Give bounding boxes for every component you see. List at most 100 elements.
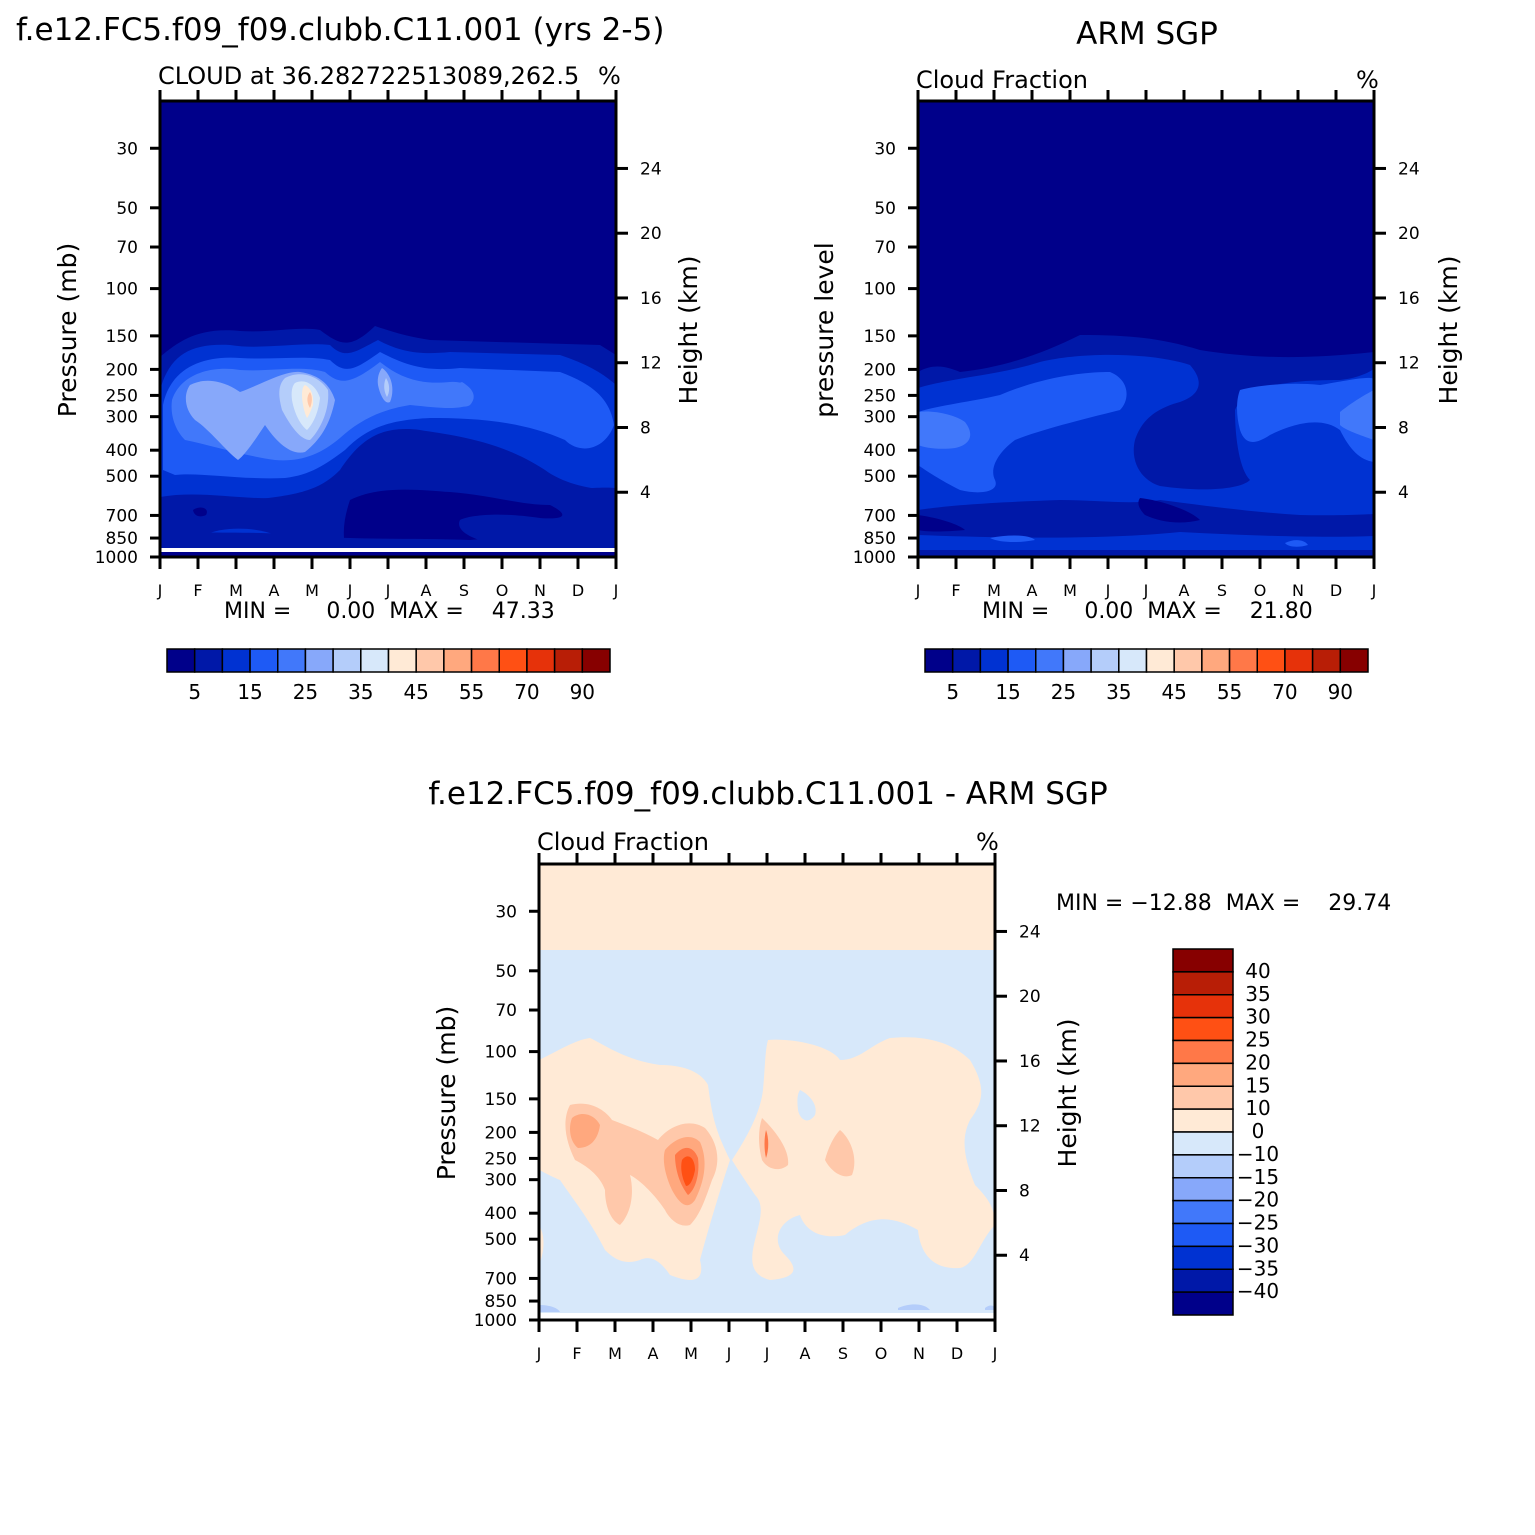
colorbar-swatch	[1284, 648, 1314, 673]
colorbar-swatch	[1201, 648, 1231, 673]
colorbar-label: 40	[1245, 959, 1270, 983]
model-height-axis: 24 20 16 12 8 4	[616, 159, 662, 503]
height-tick-label: 16	[640, 289, 662, 309]
month-tick-label: N	[913, 1344, 925, 1363]
colorbar-swatch	[1172, 1177, 1234, 1202]
colorbar-swatch	[979, 648, 1009, 673]
pressure-tick-label: 250	[485, 1149, 517, 1169]
month-tick-label: M	[684, 1344, 698, 1363]
month-tick-label: N	[1292, 581, 1304, 600]
height-tick-label: 8	[1019, 1181, 1030, 1201]
month-tick-label: D	[951, 1344, 963, 1363]
month-tick-label: J	[536, 1344, 542, 1363]
month-tick-label: J	[347, 581, 353, 600]
colorbar-label: 35	[1106, 680, 1131, 704]
pressure-tick-label: 700	[485, 1269, 517, 1289]
pressure-tick-label: 100	[485, 1043, 517, 1063]
colorbar-swatch	[332, 648, 362, 673]
colorbar-label: −15	[1237, 1165, 1279, 1189]
month-tick-label: J	[1143, 581, 1149, 600]
colorbar-label: 90	[1328, 680, 1353, 704]
difference-panel-units-label: %	[976, 828, 999, 856]
height-tick-label: 20	[1398, 224, 1420, 244]
colorbar-swatch	[553, 648, 584, 673]
colorbar-swatch	[1007, 648, 1037, 673]
model-panel: f.e12.FC5.f09_f09.clubb.C11.001 (yrs 2-5…	[16, 12, 703, 704]
pressure-tick-label: 70	[116, 238, 138, 258]
difference-panel-title: f.e12.FC5.f09_f09.clubb.C11.001 - ARM SG…	[428, 776, 1107, 812]
month-tick-label: M	[305, 581, 319, 600]
obs-panel: ARM SGP Cloud Fraction % 30 50 70 100 150 200…	[810, 16, 1463, 704]
colorbar-label: 15	[237, 680, 262, 704]
month-tick-label: J	[992, 1344, 998, 1363]
pressure-tick-label: 70	[495, 1001, 517, 1021]
colorbar-swatch	[498, 648, 528, 673]
height-tick-label: 24	[640, 159, 662, 179]
pressure-tick-label: 400	[864, 441, 896, 461]
colorbar-label: 55	[1217, 680, 1242, 704]
contour-jul-peak	[764, 1130, 769, 1158]
colorbar-swatch	[1172, 1199, 1234, 1225]
colorbar-label: 55	[459, 680, 484, 704]
month-tick-label: M	[987, 581, 1001, 600]
colorbar-swatch	[221, 648, 251, 673]
contour-surface-min	[539, 1304, 995, 1312]
colorbar-label: 35	[348, 680, 373, 704]
month-tick-label: O	[875, 1344, 888, 1363]
colorbar-swatch	[1172, 1016, 1234, 1042]
colorbar-swatch	[166, 648, 196, 673]
month-tick-label: N	[534, 581, 546, 600]
colorbar-swatch	[387, 648, 417, 673]
model-y2-axis-label: Height (km)	[674, 256, 703, 405]
colorbar-swatch	[443, 648, 473, 673]
height-tick-label: 20	[640, 224, 662, 244]
pressure-tick-label: 200	[106, 360, 138, 380]
colorbar-swatch	[1172, 1245, 1234, 1270]
missing-data-strip	[160, 548, 616, 552]
colorbar-swatch	[951, 648, 982, 673]
colorbar-swatch	[1172, 1131, 1234, 1156]
colorbar-swatch	[1172, 1154, 1234, 1179]
month-tick-label: J	[726, 1344, 732, 1363]
pressure-tick-label: 300	[864, 408, 896, 428]
colorbar-label: 15	[995, 680, 1020, 704]
difference-cloud-field	[539, 864, 995, 1320]
colorbar-swatch	[581, 648, 611, 673]
pressure-tick-label: 250	[106, 386, 138, 406]
month-tick-label: A	[269, 581, 280, 600]
month-tick-label: O	[1254, 581, 1267, 600]
colorbar-swatch	[1172, 948, 1234, 973]
colorbar-swatch	[1172, 1062, 1234, 1087]
colorbar-swatch	[1172, 1085, 1234, 1110]
obs-panel-variable-label: Cloud Fraction	[916, 66, 1088, 94]
month-tick-label: S	[838, 1344, 848, 1363]
height-tick-label: 4	[1019, 1246, 1030, 1266]
colorbar-swatch	[1173, 648, 1203, 673]
height-tick-label: 16	[1019, 1052, 1041, 1072]
contour-sep-max	[448, 382, 474, 407]
difference-min-max-stats: MIN = −12.88 MAX = 29.74	[1056, 891, 1391, 916]
contour-lower-dot	[193, 507, 207, 517]
pressure-tick-label: 500	[485, 1230, 517, 1250]
colorbar-swatch	[1339, 648, 1369, 673]
obs-min-max-stats: MIN = 0.00 MAX = 21.80	[982, 599, 1313, 624]
month-tick-label: F	[193, 581, 202, 600]
pressure-tick-label: 1000	[474, 1311, 517, 1331]
colorbar-label: 0	[1252, 1119, 1265, 1143]
pressure-tick-label: 500	[106, 467, 138, 487]
pressure-tick-label: 200	[485, 1123, 517, 1143]
difference-y-axis-label: Pressure (mb)	[432, 1006, 461, 1180]
pressure-tick-label: 500	[864, 467, 896, 487]
pressure-tick-label: 150	[485, 1090, 517, 1110]
pressure-tick-label: 30	[495, 902, 517, 922]
pressure-tick-label: 850	[864, 529, 896, 549]
colorbar-swatch	[1311, 648, 1342, 673]
colorbar-label: −20	[1237, 1188, 1279, 1212]
contour-lower-min	[918, 498, 1200, 532]
colorbar-label: 30	[1245, 1005, 1270, 1029]
colorbar-swatch	[1062, 648, 1092, 673]
pressure-tick-label: 850	[106, 529, 138, 549]
colorbar-swatch	[360, 648, 390, 673]
